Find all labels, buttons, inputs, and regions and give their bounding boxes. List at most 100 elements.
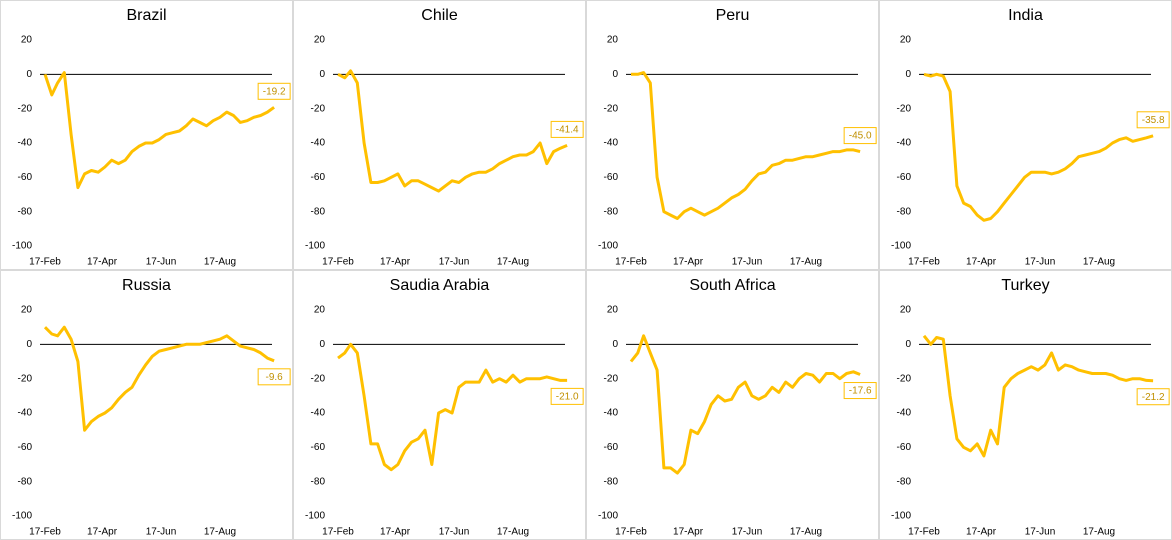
y-tick-label: -100 <box>891 241 911 252</box>
series-line <box>337 342 568 472</box>
x-tick-label: 17-Aug <box>1083 257 1115 268</box>
x-tick-label: 17-Aug <box>497 527 529 538</box>
y-tick-label: -40 <box>18 138 33 149</box>
y-tick-label: -20 <box>18 103 33 114</box>
chart-panel: Peru -100 -80 -60 -40 -20 0 20 17-Feb 17-Apr 17-Ju… <box>586 0 879 270</box>
value-label: -21.2 <box>1142 392 1165 403</box>
value-label-box <box>1136 388 1170 406</box>
y-tick-label: 20 <box>607 305 619 316</box>
chart-title: Turkey <box>1001 277 1049 294</box>
y-tick-label: -60 <box>18 442 33 453</box>
x-tick-label: 17-Apr <box>380 527 411 538</box>
y-tick-label: 0 <box>905 69 911 80</box>
x-tick-label: 17-Feb <box>908 257 940 268</box>
value-label-box <box>1136 111 1170 129</box>
y-tick-label: 20 <box>314 35 326 46</box>
y-tick-label: -60 <box>897 442 912 453</box>
y-tick-label: -60 <box>311 172 326 183</box>
x-tick-label: 17-Feb <box>322 527 354 538</box>
value-label-box <box>257 82 291 100</box>
x-tick-label: 17-Feb <box>615 527 647 538</box>
y-tick-label: 0 <box>26 69 32 80</box>
value-label: -19.2 <box>263 86 286 97</box>
x-tick-label: 17-Apr <box>380 257 411 268</box>
y-tick-label: -60 <box>311 442 326 453</box>
x-tick-label: 17-Apr <box>966 527 997 538</box>
chart-title: Saudia Arabia <box>390 277 490 294</box>
value-label-box <box>257 368 291 386</box>
chart-title: Peru <box>716 7 750 24</box>
y-tick-label: 20 <box>314 305 326 316</box>
series-line <box>923 72 1154 222</box>
y-tick-label: 20 <box>21 305 33 316</box>
x-tick-label: 17-Aug <box>497 257 529 268</box>
series-line <box>922 334 1154 458</box>
x-tick-label: 17-Aug <box>790 527 822 538</box>
series-line <box>43 325 275 432</box>
y-tick-label: -80 <box>311 206 326 217</box>
chart-title: India <box>1008 7 1043 24</box>
chart-panel: Saudia Arabia -100 -80 -60 -40 -20 0 20 17-Feb 17… <box>293 270 586 540</box>
x-tick-label: 17-Apr <box>87 257 118 268</box>
y-tick-label: -40 <box>897 408 912 419</box>
x-tick-label: 17-Feb <box>29 527 61 538</box>
y-tick-label: -80 <box>311 476 326 487</box>
y-tick-label: 20 <box>21 35 33 46</box>
value-label: -21.0 <box>556 392 579 403</box>
x-tick-label: 17-Feb <box>908 527 940 538</box>
x-tick-label: 17-Jun <box>146 527 177 538</box>
panel-border <box>0 270 293 540</box>
chart-panel: India -100 -80 -60 -40 -20 0 20 17-Feb 17-Apr 17-J… <box>879 0 1172 270</box>
panel-border <box>586 0 879 270</box>
y-tick-label: -100 <box>12 511 32 522</box>
panel-border <box>293 270 586 540</box>
y-tick-label: 0 <box>612 69 618 80</box>
panel-border <box>293 0 586 270</box>
x-tick-label: 17-Jun <box>732 527 763 538</box>
y-tick-label: -20 <box>311 103 326 114</box>
value-label-box <box>550 387 584 405</box>
y-tick-label: -20 <box>311 373 326 384</box>
y-tick-label: -40 <box>18 408 33 419</box>
y-tick-label: -60 <box>604 442 619 453</box>
y-tick-label: -80 <box>897 206 912 217</box>
y-tick-label: 0 <box>905 339 911 350</box>
y-tick-label: -20 <box>604 373 619 384</box>
x-tick-label: 17-Aug <box>790 257 822 268</box>
y-tick-label: -40 <box>311 408 326 419</box>
x-tick-label: 17-Apr <box>87 527 118 538</box>
value-label: -17.6 <box>849 386 872 397</box>
series-line <box>631 71 861 220</box>
chart-panel: Russia -100 -80 -60 -40 -20 0 20 17-Feb 17-Apr 17-… <box>0 270 293 540</box>
y-tick-label: -60 <box>604 172 619 183</box>
x-tick-label: 17-Aug <box>204 527 236 538</box>
value-label: -45.0 <box>849 131 872 142</box>
y-tick-label: -40 <box>604 138 619 149</box>
y-tick-label: -40 <box>311 138 326 149</box>
x-tick-label: 17-Apr <box>966 257 997 268</box>
x-tick-label: 17-Feb <box>29 257 61 268</box>
y-tick-label: -40 <box>604 408 619 419</box>
y-tick-label: -20 <box>18 373 33 384</box>
x-tick-label: 17-Jun <box>439 527 470 538</box>
series-line <box>337 69 568 193</box>
chart-panel: Chile -100 -80 -60 -40 -20 0 20 17-Feb 17-Apr 17-J… <box>293 0 586 270</box>
y-tick-label: 0 <box>319 69 325 80</box>
series-line <box>43 71 275 190</box>
chart-title: South Africa <box>689 277 775 294</box>
panel-border <box>879 270 1172 540</box>
y-tick-label: -100 <box>305 511 325 522</box>
x-tick-label: 17-Apr <box>673 257 704 268</box>
chart-panel: Turkey -100 -80 -60 -40 -20 0 20 17-Feb 17-Apr 17-… <box>879 270 1172 540</box>
y-tick-label: -20 <box>604 103 619 114</box>
value-label: -35.8 <box>1142 115 1165 126</box>
y-tick-label: 20 <box>607 35 619 46</box>
value-label: -9.6 <box>266 372 284 383</box>
value-label-box <box>843 127 877 145</box>
x-tick-label: 17-Apr <box>673 527 704 538</box>
x-tick-label: 17-Jun <box>1025 257 1056 268</box>
x-tick-label: 17-Jun <box>439 257 470 268</box>
y-tick-label: 0 <box>612 339 618 350</box>
chart-panel: South Africa -100 -80 -60 -40 -20 0 20 17-Feb 17-… <box>586 270 879 540</box>
